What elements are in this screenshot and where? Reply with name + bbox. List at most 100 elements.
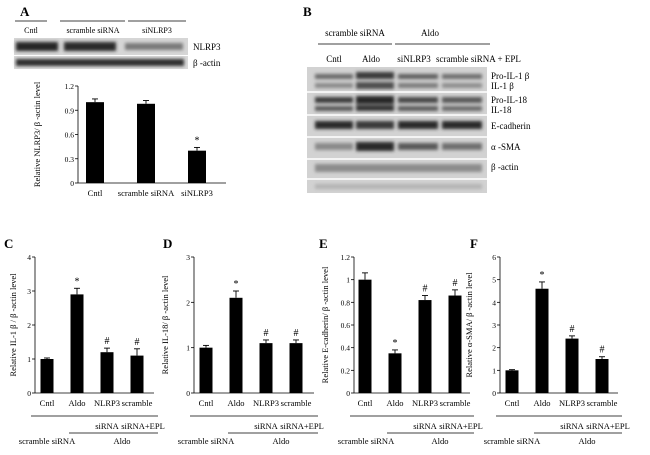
chart-f-y-tick-label: 3	[492, 321, 496, 330]
chart-c-x-tick-label: scramble	[122, 398, 153, 408]
chart-a-x-tick-label: Cntl	[88, 188, 103, 198]
chart-d-bar	[229, 297, 243, 393]
chart-c-group-aldo: Aldo	[114, 436, 131, 446]
blot-b-label-ecadherin: E-cadherin	[491, 121, 531, 131]
chart-c-significance-mark: #	[105, 336, 110, 347]
chart-d-x-tick-label: Aldo	[228, 398, 245, 408]
panel-a-blot: Cntl scramble siRNA siNLRP3 NLRP3 β -act…	[14, 20, 221, 69]
chart-e-y-tick-label: 0.6	[341, 321, 351, 330]
chart-a-bar	[188, 150, 206, 183]
blot-b-label-il18: IL-18	[491, 105, 512, 115]
blot-b-label-pro-il1b: Pro-IL-1 β	[491, 71, 530, 81]
chart-e-x-tick-label: scramble	[440, 398, 471, 408]
chart-f-bar	[565, 338, 579, 393]
chart-c-bar	[130, 355, 144, 393]
blot-b-group-aldo: Aldo	[421, 28, 440, 38]
chart-f-group-sirna: siRNA	[560, 421, 584, 431]
blot-b-lane-epl: scramble siRNA + EPL	[436, 54, 521, 64]
chart-c-y-axis-label: Relative IL-1 β / β -actin level	[8, 273, 18, 377]
blot-a-group-scramble: scramble siRNA	[66, 26, 119, 35]
chart-e-significance-mark: *	[393, 338, 398, 349]
chart-a-significance-mark: *	[195, 135, 200, 146]
chart-d-bar	[259, 343, 273, 393]
chart-e-y-tick-label: 0.8	[341, 298, 351, 307]
chart-e-x-tick-label: Aldo	[387, 398, 404, 408]
chart-d-x-tick-label: Cntl	[199, 398, 214, 408]
blot-a-label-actin: β -actin	[193, 58, 221, 68]
chart-e-y-tick-label: 0.4	[341, 344, 351, 353]
chart-d-letter: D	[163, 236, 172, 251]
chart-d-group-sirna: siRNA	[254, 421, 278, 431]
panel-a-letter: A	[20, 4, 30, 19]
chart-e-y-tick-label: 0.2	[341, 366, 351, 375]
chart-f-y-axis-label: Relative α-SMA/ β -actin level	[464, 272, 474, 378]
blot-b-lane-sinlrp3: siNLRP3	[397, 54, 431, 64]
chart-f-significance-mark: #	[600, 345, 605, 356]
chart-f-y-tick-label: 4	[492, 298, 496, 307]
chart-e-group-scramble: scramble siRNA	[338, 436, 395, 446]
blot-b-lane-aldo: Aldo	[362, 54, 381, 64]
chart-f-x-tick-label: scramble	[587, 398, 618, 408]
chart-c-x-tick-label: Aldo	[69, 398, 86, 408]
panel-a-chart: 0 0.3 0.6 0.9 1.2 Relative NLRP3/ β -actin le…	[32, 81, 226, 198]
chart-a-x-tick-label: scramble siRNA	[118, 188, 175, 198]
chart-d-group-sirna-epl: siRNA+EPL	[280, 421, 324, 431]
chart-f-letter: F	[470, 236, 478, 251]
chart-e-bar	[358, 279, 372, 393]
chart-a-y-axis-label: Relative NLRP3/ β -actin level	[32, 81, 42, 187]
blot-b-label-actin: β -actin	[491, 162, 519, 172]
chart-e-bar	[448, 295, 462, 393]
chart-a-bar	[137, 103, 155, 183]
blot-b-label-il1b: IL-1 β	[491, 81, 514, 91]
chart-a-y-tick-label: 0	[70, 179, 74, 188]
chart-d-y-tick-label: 3	[186, 253, 190, 262]
chart-d-significance-mark: #	[294, 328, 299, 339]
chart-f-significance-mark: #	[570, 324, 575, 335]
panel-e-chart: E 0 0.2 0.4 0.6 0.8 1 1.2 Relative E-cadherin/ β…	[319, 236, 483, 446]
chart-f-x-tick-label: Aldo	[534, 398, 551, 408]
chart-a-bar	[86, 102, 104, 183]
chart-e-x-tick-label: NLRP3	[412, 398, 438, 408]
chart-e-y-axis-label: Relative E-cadherin/ β -actin level	[320, 266, 330, 383]
blot-b-lane-cntl: Cntl	[326, 54, 342, 64]
chart-d-y-tick-label: 0	[186, 389, 190, 398]
chart-f-group-aldo: Aldo	[579, 436, 596, 446]
panel-b-letter: B	[303, 4, 312, 19]
blot-a-label-nlrp3: NLRP3	[193, 42, 221, 52]
chart-d-bar	[289, 343, 303, 393]
chart-a-y-tick-label: 1.2	[65, 82, 75, 91]
chart-c-letter: C	[4, 236, 13, 251]
chart-c-y-tick-label: 2	[27, 321, 31, 330]
chart-d-y-tick-label: 2	[186, 298, 190, 307]
chart-d-x-tick-label: NLRP3	[253, 398, 279, 408]
blot-b-group-scramble: scramble siRNA	[325, 28, 385, 38]
chart-c-group-scramble: scramble siRNA	[19, 436, 76, 446]
chart-c-y-tick-label: 3	[27, 287, 31, 296]
panel-f-chart: F 0 1 2 3 4 5 6 Relative α-SMA/ β -actin level Cn…	[464, 236, 630, 446]
blot-a-group-sinlrp3: siNLRP3	[142, 26, 172, 35]
chart-f-y-tick-label: 0	[492, 389, 496, 398]
chart-c-bar	[70, 294, 84, 393]
chart-f-group-sirna-epl: siRNA+EPL	[586, 421, 630, 431]
chart-d-significance-mark: #	[264, 328, 269, 339]
chart-c-y-tick-label: 1	[27, 355, 31, 364]
chart-e-y-tick-label: 1	[346, 276, 350, 285]
chart-f-y-tick-label: 2	[492, 344, 496, 353]
chart-a-y-tick-label: 0.3	[65, 155, 75, 164]
blot-a-group-cntl: Cntl	[24, 26, 39, 35]
chart-e-letter: E	[319, 236, 328, 251]
chart-e-x-tick-label: Cntl	[358, 398, 373, 408]
chart-e-group-sirna: siRNA	[413, 421, 437, 431]
panel-d-chart: D 0 1 2 3 Relative IL-18/ β -actin level Cntl *…	[160, 236, 324, 446]
chart-e-bar	[418, 300, 432, 393]
chart-f-group-scramble: scramble siRNA	[484, 436, 541, 446]
chart-c-significance-mark: *	[75, 276, 80, 287]
chart-e-significance-mark: #	[423, 284, 428, 295]
chart-d-y-axis-label: Relative IL-18/ β -actin level	[160, 275, 170, 374]
chart-d-y-tick-label: 1	[186, 344, 190, 353]
chart-f-y-tick-label: 1	[492, 366, 496, 375]
chart-e-group-sirna-epl: siRNA+EPL	[439, 421, 483, 431]
chart-a-y-tick-label: 0.6	[65, 131, 75, 140]
chart-c-bar	[100, 352, 114, 393]
